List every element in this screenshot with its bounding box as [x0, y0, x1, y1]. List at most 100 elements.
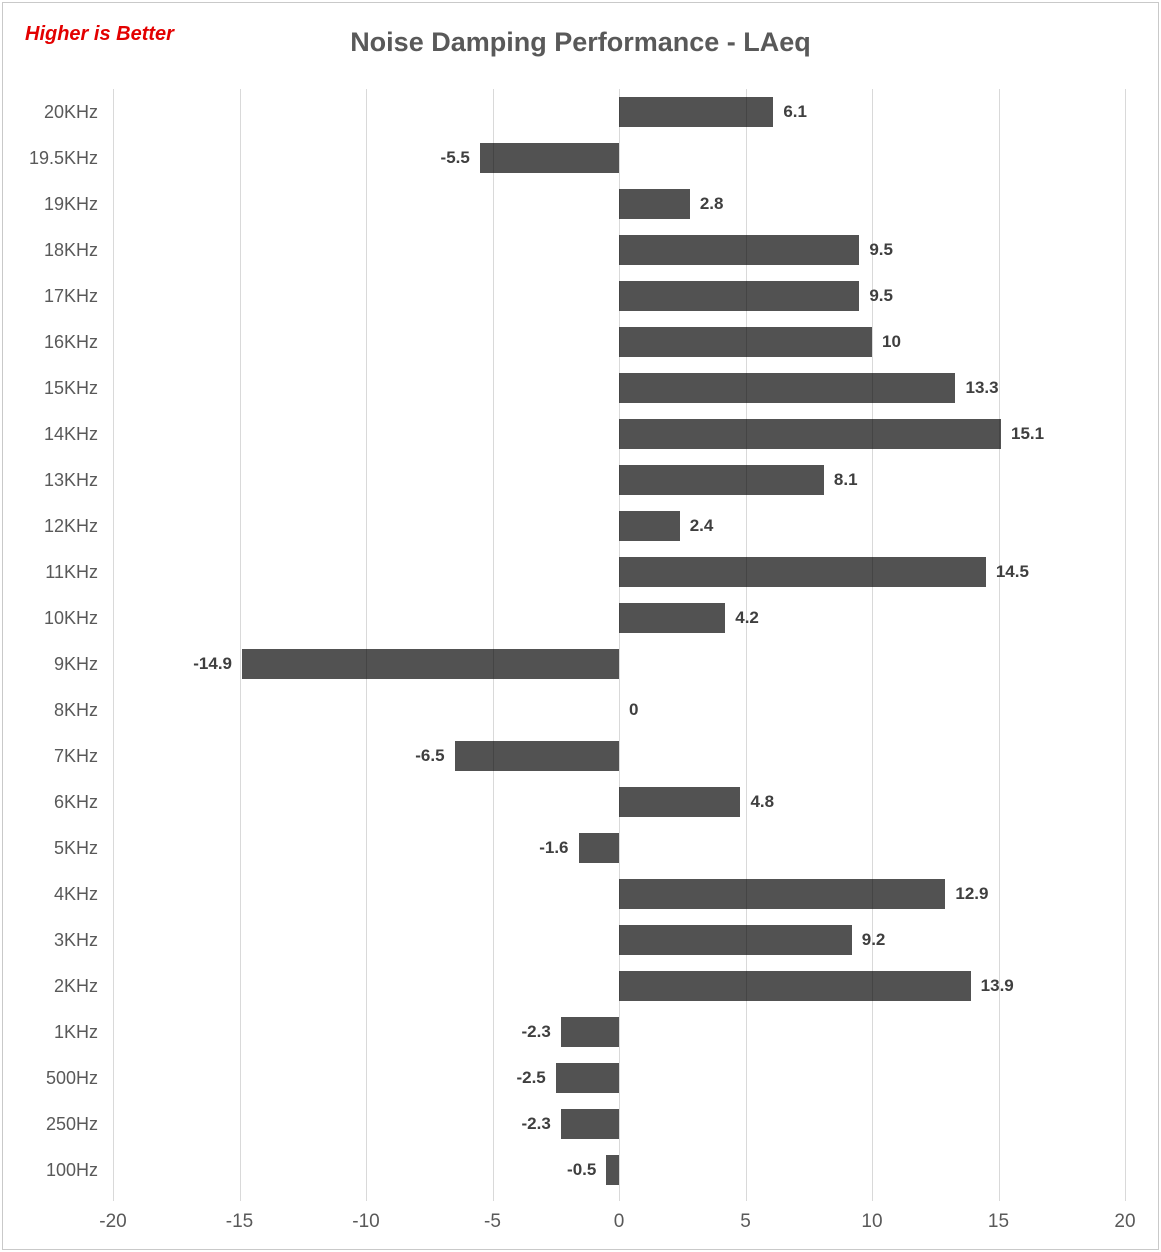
data-label: 2.8 — [699, 194, 724, 213]
x-tick-label: -20 — [99, 1211, 127, 1232]
bar — [619, 189, 690, 219]
x-axis-tickmark — [872, 1193, 873, 1201]
chart-title: Noise Damping Performance - LAeq — [350, 27, 811, 57]
data-label: 2.4 — [689, 516, 714, 535]
bar — [555, 1063, 619, 1093]
bar — [619, 603, 726, 633]
x-tick-label: 20 — [1114, 1211, 1136, 1232]
x-axis-tickmark — [1125, 1193, 1126, 1201]
x-axis-tickmark — [366, 1193, 367, 1201]
x-tick-label: 10 — [861, 1211, 883, 1232]
data-label: -5.5 — [440, 148, 470, 167]
category-label: 16KHz — [43, 332, 98, 352]
data-label: 10 — [882, 332, 901, 351]
bar-row: 18KHz 9.5 — [44, 227, 1125, 273]
category-label: 500Hz — [45, 1068, 98, 1088]
data-label: 9.2 — [861, 930, 886, 949]
bar — [242, 649, 619, 679]
category-label: 9KHz — [53, 654, 98, 674]
gridline — [1125, 89, 1126, 1193]
bar — [619, 971, 971, 1001]
bar-row: 12KHz 2.4 — [44, 503, 1125, 549]
category-label: 3KHz — [53, 930, 98, 950]
data-label: 9.5 — [869, 240, 893, 259]
bar — [619, 879, 946, 909]
higher-is-better-note: Higher is Better — [25, 23, 174, 45]
bar — [619, 787, 741, 817]
gridline — [239, 89, 241, 1193]
category-label: 1KHz — [53, 1022, 98, 1042]
x-tick-label: 5 — [740, 1211, 751, 1232]
bar — [454, 741, 619, 771]
plot-area: -20 -15 -10 -5 0 5 10 15 20 20KHz 6.1 19.5KHz -5.5 19… — [29, 89, 1136, 1232]
bar-row: 13KHz 8.1 — [44, 457, 1125, 503]
bar-row: 20KHz 6.1 — [44, 89, 1125, 135]
bar-row: 14KHz 15.1 — [44, 411, 1125, 457]
bar-row: 19KHz 2.8 — [44, 181, 1125, 227]
bar — [560, 1017, 619, 1047]
bar-row: 250Hz -2.3 — [46, 1101, 1125, 1147]
x-tick-label: -5 — [484, 1211, 501, 1232]
bar-row: 11KHz 14.5 — [45, 549, 1125, 595]
data-label: 13.3 — [965, 378, 999, 397]
x-tick-label: 15 — [987, 1211, 1010, 1232]
category-label: 8KHz — [53, 700, 98, 720]
bar-row: 7KHz -6.5 — [54, 733, 1125, 779]
gridline — [745, 89, 747, 1193]
x-axis-tickmark — [619, 1193, 620, 1201]
data-label: -2.3 — [521, 1114, 551, 1133]
bar-row: 8KHz 0 — [54, 687, 1125, 733]
category-label: 14KHz — [43, 424, 98, 444]
bar — [619, 281, 860, 311]
bar — [619, 511, 680, 541]
bar — [619, 373, 956, 403]
data-label: -2.5 — [516, 1068, 546, 1087]
category-label: 7KHz — [53, 746, 98, 766]
data-label: 4.8 — [750, 792, 775, 811]
category-label: 20KHz — [43, 102, 98, 122]
bar-row: 6KHz 4.8 — [54, 779, 1125, 825]
data-label: 4.2 — [735, 608, 759, 627]
bar — [606, 1155, 619, 1185]
bar — [619, 557, 986, 587]
bar-row: 15KHz 13.3 — [44, 365, 1125, 411]
data-label: 6.1 — [783, 102, 807, 121]
bar-row: 100Hz -0.5 — [46, 1147, 1125, 1193]
bar — [619, 327, 872, 357]
gridline — [492, 89, 494, 1193]
category-label: 18KHz — [43, 240, 98, 260]
bar-row: 9KHz -14.9 — [54, 641, 1125, 687]
data-label: 13.9 — [980, 976, 1014, 995]
bar-row: 19.5KHz -5.5 — [29, 135, 1125, 181]
data-label: -2.3 — [521, 1022, 551, 1041]
data-label: 0 — [629, 700, 639, 719]
category-label: 5KHz — [53, 838, 98, 858]
bar-row: 2KHz 13.9 — [54, 963, 1125, 1009]
bar-row: 500Hz -2.5 — [46, 1055, 1125, 1101]
data-label: 12.9 — [955, 884, 989, 903]
data-label: -14.9 — [193, 654, 233, 673]
category-label: 15KHz — [43, 378, 98, 398]
bar — [560, 1109, 619, 1139]
bar-row: 3KHz 9.2 — [54, 917, 1125, 963]
data-label: 14.5 — [995, 562, 1029, 581]
x-axis-tickmark — [745, 1193, 747, 1201]
bar — [619, 419, 1002, 449]
bar-row: 16KHz 10 — [44, 319, 1125, 365]
category-label: 10KHz — [43, 608, 98, 628]
category-label: 12KHz — [43, 516, 98, 536]
bar — [619, 235, 860, 265]
bar — [479, 143, 619, 173]
gridline — [366, 89, 367, 1193]
category-label: 11KHz — [45, 562, 98, 582]
x-axis-tickmark — [113, 1193, 114, 1201]
x-tick-label: -10 — [352, 1211, 380, 1232]
bar-row: 5KHz -1.6 — [54, 825, 1125, 871]
bar-row: 1KHz -2.3 — [54, 1009, 1125, 1055]
x-axis-tickmark — [239, 1193, 241, 1201]
gridline — [619, 89, 620, 1193]
category-label: 6KHz — [53, 792, 98, 812]
bar — [619, 925, 852, 955]
bar — [619, 97, 774, 127]
